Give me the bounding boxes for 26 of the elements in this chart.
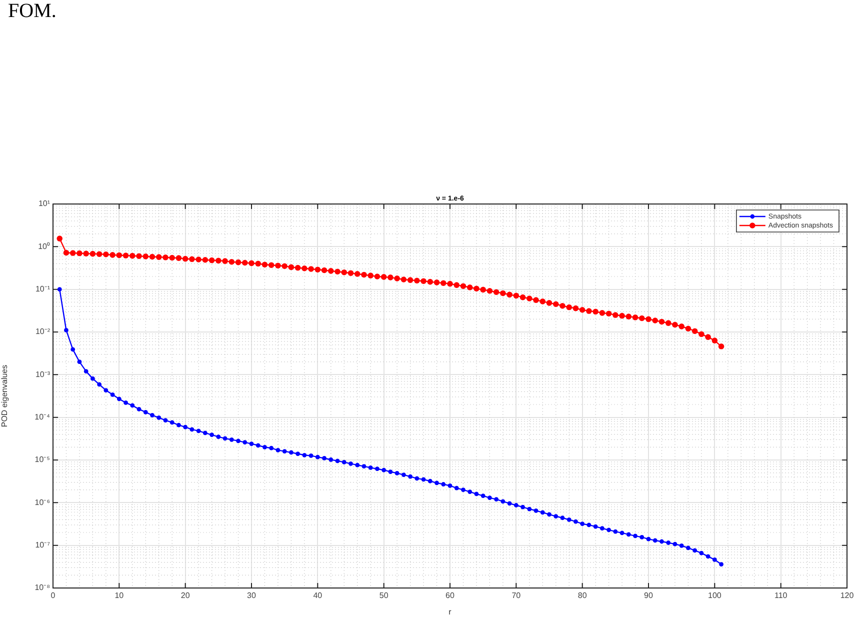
x-tick-label: 10: [114, 591, 124, 600]
x-tick-label: 120: [840, 591, 854, 600]
x-tick-label: 80: [578, 591, 588, 600]
y-tick-label: 10⁻⁷: [35, 540, 50, 550]
y-tick-label: 10⁻³: [35, 370, 50, 379]
x-tick-label: 30: [247, 591, 256, 600]
x-tick-label: 110: [774, 591, 788, 600]
y-axis-title: POD eigenvalues: [0, 364, 10, 428]
x-axis-title: r: [448, 607, 452, 616]
x-tick-label: 100: [708, 591, 722, 600]
y-tick-label: 10¹: [38, 199, 50, 208]
x-tick-label: 0: [50, 591, 56, 600]
x-tick-label: 50: [379, 591, 389, 600]
x-tick-label: 60: [446, 591, 455, 600]
y-tick-label: 10⁻⁶: [34, 498, 50, 507]
y-tick-label: 10⁻⁴: [34, 412, 51, 422]
x-tick-label: 90: [644, 591, 654, 600]
y-tick-label: 10⁻¹: [35, 284, 50, 294]
x-tick-label: 20: [180, 591, 190, 600]
y-tick-label: 10⁻⁵: [34, 455, 50, 464]
x-tick-label: 70: [512, 591, 522, 600]
y-tick-label: 10⁻⁸: [34, 583, 50, 592]
y-tick-label: 10⁰: [38, 242, 50, 251]
text: FOM.: [8, 0, 56, 23]
x-tick-label: 40: [313, 591, 323, 600]
y-tick-label: 10⁻²: [35, 327, 50, 336]
